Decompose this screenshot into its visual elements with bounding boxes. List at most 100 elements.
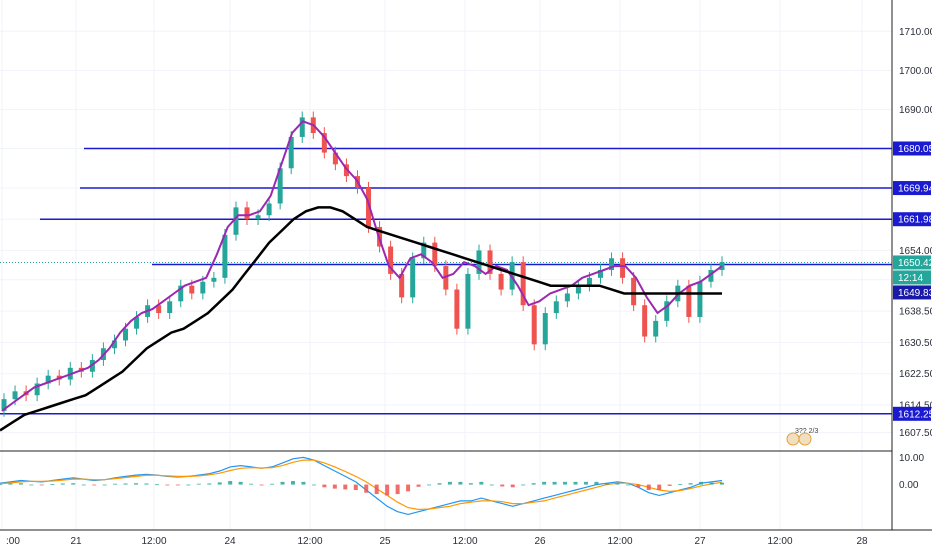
price-tick-label: 1700.00 xyxy=(899,66,932,77)
histogram-bar xyxy=(447,481,452,485)
candle-body[interactable] xyxy=(609,258,615,270)
histogram-bar xyxy=(625,484,630,486)
candle-body[interactable] xyxy=(211,277,217,282)
candle-body[interactable] xyxy=(410,258,416,298)
histogram-bar xyxy=(385,484,390,496)
candle-body[interactable] xyxy=(222,234,228,278)
time-tick-label: 25 xyxy=(379,536,391,547)
price-marker-text: 1650.42 xyxy=(898,258,932,269)
histogram-bar xyxy=(18,483,23,485)
candle-body[interactable] xyxy=(421,242,427,259)
oscillator-tick-label: 10.00 xyxy=(899,453,924,464)
histogram-bar xyxy=(134,483,139,485)
level-label-box[interactable] xyxy=(893,181,931,196)
candle-body[interactable] xyxy=(34,383,40,396)
oscillator-panel[interactable] xyxy=(0,456,724,516)
candle-body[interactable] xyxy=(233,207,239,235)
candle-body[interactable] xyxy=(642,305,648,337)
candle-body[interactable] xyxy=(111,340,117,349)
candle-body[interactable] xyxy=(189,285,195,294)
price-marker-box[interactable] xyxy=(893,285,931,300)
price-marker-box[interactable] xyxy=(893,255,931,270)
histogram-bar xyxy=(207,483,212,485)
candle-body[interactable] xyxy=(586,277,592,286)
candle-body[interactable] xyxy=(1,399,7,411)
histogram-bar xyxy=(353,484,358,490)
candle-body[interactable] xyxy=(719,262,725,270)
candle-body[interactable] xyxy=(288,136,294,169)
candle-body[interactable] xyxy=(553,301,559,314)
candle-body[interactable] xyxy=(299,117,305,137)
candle-body[interactable] xyxy=(542,313,548,345)
price-axis[interactable]: 1607.501614.501622.501630.501638.501646.… xyxy=(893,27,932,491)
candle-body[interactable] xyxy=(664,301,670,321)
candle-body[interactable] xyxy=(255,215,261,220)
candle-body[interactable] xyxy=(178,285,184,302)
candle-body[interactable] xyxy=(332,152,338,165)
histogram-bar xyxy=(510,484,515,488)
event-badge-text: 3?? 2/3 xyxy=(795,428,818,435)
candle-body[interactable] xyxy=(200,281,206,294)
event-badge[interactable]: 3?? 2/3 xyxy=(786,428,818,446)
price-marker-box[interactable] xyxy=(893,270,931,285)
flag-icon[interactable] xyxy=(798,432,812,446)
histogram-bar xyxy=(521,484,526,486)
level-label-box[interactable] xyxy=(893,141,931,156)
candle-body[interactable] xyxy=(89,360,95,372)
histogram-bar xyxy=(102,484,107,486)
candle-body[interactable] xyxy=(465,273,471,329)
price-tick-label: 1607.50 xyxy=(899,428,932,439)
histogram-bar xyxy=(0,484,2,485)
histogram-bar xyxy=(217,482,222,485)
candle-body[interactable] xyxy=(564,293,570,302)
candle-body[interactable] xyxy=(531,305,537,345)
candle-body[interactable] xyxy=(597,270,603,278)
candle-body[interactable] xyxy=(520,262,526,306)
histogram-bar xyxy=(709,482,714,485)
histogram-bar xyxy=(280,481,285,485)
time-axis[interactable]: :00 21 12:00 24 12:00 25 12:00 26 12:00 27 12:00 28 xyxy=(6,536,868,547)
level-label-box[interactable] xyxy=(893,212,931,227)
candle-body[interactable] xyxy=(708,270,714,282)
candle-body[interactable] xyxy=(498,273,504,290)
candle-body[interactable] xyxy=(266,203,272,216)
candle-body[interactable] xyxy=(399,273,405,298)
candle-body[interactable] xyxy=(454,289,460,329)
candle-body[interactable] xyxy=(653,320,659,337)
candle-body[interactable] xyxy=(575,285,581,294)
histogram-bar xyxy=(249,483,254,485)
candle-body[interactable] xyxy=(631,277,637,306)
candle-body[interactable] xyxy=(12,391,18,400)
candle-body[interactable] xyxy=(321,133,327,153)
fast-moving-average-line xyxy=(1,120,723,412)
histogram-bar xyxy=(604,483,609,485)
candle-body[interactable] xyxy=(487,250,493,274)
histogram-bar xyxy=(113,483,118,485)
time-tick-label: 12:00 xyxy=(452,536,477,547)
histogram-bar xyxy=(583,481,588,485)
candle-body[interactable] xyxy=(244,207,250,220)
histogram-bar xyxy=(343,484,348,490)
candle-body[interactable] xyxy=(697,281,703,317)
time-tick-label: 12:00 xyxy=(607,536,632,547)
level-label-text: 1669.94 xyxy=(898,184,932,195)
candle-body[interactable] xyxy=(443,266,449,290)
candle-body[interactable] xyxy=(277,168,283,204)
candle-body[interactable] xyxy=(388,246,394,274)
candle-body[interactable] xyxy=(167,301,173,314)
price-marker-text: 12:14 xyxy=(898,273,923,284)
histogram-bar xyxy=(60,483,65,485)
candle-body[interactable] xyxy=(620,258,626,278)
candle-body[interactable] xyxy=(686,285,692,317)
level-label-box[interactable] xyxy=(893,406,931,421)
candle-body[interactable] xyxy=(156,305,162,314)
candle-body[interactable] xyxy=(366,187,372,227)
candle-body[interactable] xyxy=(432,242,438,267)
price-panel[interactable] xyxy=(0,111,892,432)
candle-body[interactable] xyxy=(123,328,129,341)
histogram-bar xyxy=(406,484,411,492)
candle-body[interactable] xyxy=(134,316,140,329)
candle-body[interactable] xyxy=(45,375,51,384)
slow-moving-average-line xyxy=(0,206,722,432)
